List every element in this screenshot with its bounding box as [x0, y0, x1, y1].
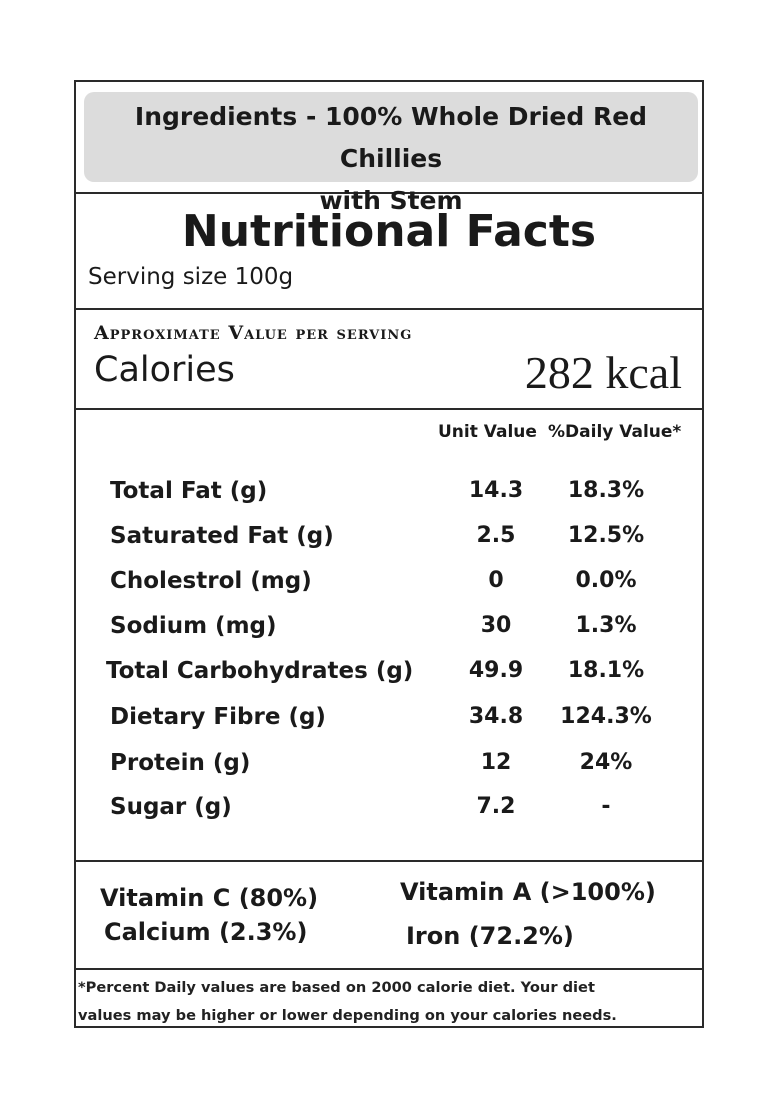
nutrient-daily-value: 24%	[579, 750, 633, 775]
calories-value: 282 kcal	[524, 347, 682, 398]
nutrient-name: Dietary Fibre (g)	[110, 704, 326, 730]
daily-value-header: %Daily Value*	[548, 422, 682, 442]
table-row: Sugar (g) 7.2 -	[76, 786, 702, 830]
calcium: Calcium (2.3%)	[104, 918, 308, 946]
nutrient-unit-value: 2.5	[476, 523, 516, 548]
footnote-section: *Percent Daily values are based on 2000 …	[76, 968, 702, 1026]
ingredients-section: Ingredients - 100% Whole Dried Red Chill…	[76, 82, 702, 215]
nutrient-daily-value: 1.3%	[575, 613, 637, 638]
footnote: *Percent Daily values are based on 2000 …	[78, 974, 700, 1030]
nutrient-unit-value: 14.3	[468, 478, 524, 503]
nutrient-name: Protein (g)	[110, 750, 251, 776]
nutrient-daily-value: 124.3%	[560, 704, 652, 729]
table-row: Sodium (mg) 30 1.3%	[76, 605, 702, 649]
nutrient-unit-value: 12	[480, 750, 512, 775]
ingredients-box: Ingredients - 100% Whole Dried Red Chill…	[84, 92, 698, 215]
nutrient-unit-value: 49.9	[468, 658, 524, 683]
unit-value-header: Unit Value	[438, 422, 537, 442]
ingredients-line-2: with Stem	[319, 186, 463, 215]
nutrition-facts-title: Nutritional Facts	[181, 206, 597, 257]
facts-header-section: Nutritional Facts Serving size 100g	[76, 192, 702, 310]
nutrient-unit-value: 7.2	[476, 794, 516, 819]
table-row: Dietary Fibre (g) 34.8 124.3%	[76, 696, 702, 740]
footnote-line-1: *Percent Daily values are based on 2000 …	[78, 979, 595, 996]
nutrient-table: Unit Value %Daily Value* Total Fat (g) 1…	[76, 408, 702, 862]
nutrient-name: Total Carbohydrates (g)	[106, 658, 414, 684]
table-row: Protein (g) 12 24%	[76, 742, 702, 786]
table-row: Saturated Fat (g) 2.5 12.5%	[76, 515, 702, 559]
serving-size: Serving size 100g	[88, 264, 294, 290]
nutrient-name: Sodium (mg)	[110, 613, 277, 639]
calories-section: Approximate Value per serving Calories 2…	[76, 308, 702, 410]
table-row: Cholestrol (mg) 0 0.0%	[76, 560, 702, 604]
nutrient-daily-value: 18.3%	[567, 478, 645, 503]
nutrient-unit-value: 30	[480, 613, 512, 638]
nutrient-unit-value: 0	[488, 568, 504, 593]
nutrient-daily-value: 0.0%	[575, 568, 637, 593]
nutrient-name: Saturated Fat (g)	[110, 523, 334, 549]
nutrient-daily-value: 18.1%	[567, 658, 645, 683]
footnote-line-2: values may be higher or lower depending …	[78, 1007, 617, 1024]
vitamins-section: Vitamin C (80%) Vitamin A (>100%) Calciu…	[76, 860, 702, 970]
table-row: Total Fat (g) 14.3 18.3%	[76, 470, 702, 514]
nutrient-unit-value: 34.8	[468, 704, 524, 729]
approximate-value-heading: Approximate Value per serving	[94, 322, 413, 344]
ingredients-line-1: Ingredients - 100% Whole Dried Red Chill…	[134, 102, 648, 173]
nutrient-name: Total Fat (g)	[110, 478, 268, 504]
nutrient-daily-value: 12.5%	[567, 523, 645, 548]
nutrition-label: Ingredients - 100% Whole Dried Red Chill…	[74, 80, 704, 1028]
nutrient-name: Sugar (g)	[110, 794, 232, 820]
iron: Iron (72.2%)	[406, 922, 574, 950]
calories-label: Calories	[94, 350, 235, 390]
vitamin-a: Vitamin A (>100%)	[400, 878, 656, 906]
nutrient-daily-value: -	[601, 794, 611, 819]
table-row: Total Carbohydrates (g) 49.9 18.1%	[76, 650, 702, 694]
nutrient-name: Cholestrol (mg)	[110, 568, 312, 594]
vitamin-c: Vitamin C (80%)	[100, 884, 319, 912]
